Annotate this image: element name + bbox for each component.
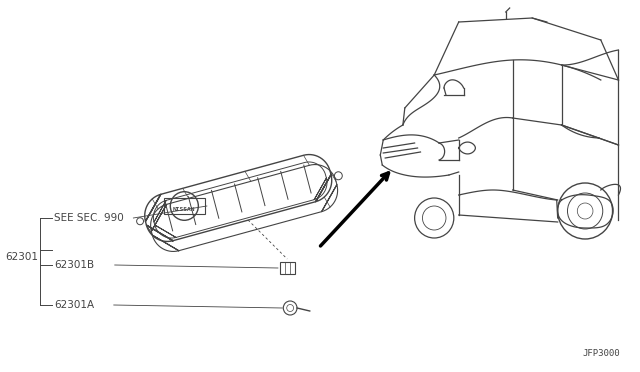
Text: 62301B: 62301B [54, 260, 94, 270]
Bar [164, 198, 205, 214]
Text: 62301: 62301 [5, 252, 38, 262]
Text: SEE SEC. 990: SEE SEC. 990 [54, 213, 124, 223]
Text: JFP3000: JFP3000 [583, 349, 620, 358]
Text: 62301A: 62301A [54, 300, 94, 310]
Bar [280, 262, 294, 274]
Text: NISSAN: NISSAN [173, 206, 196, 212]
